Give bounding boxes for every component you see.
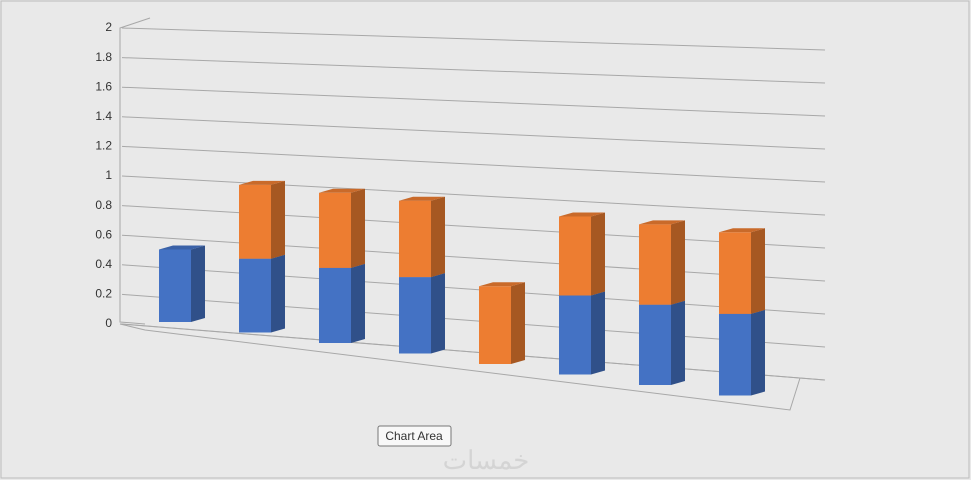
tooltip-text: Chart Area <box>385 429 443 443</box>
y-tick-label: 2 <box>105 20 112 34</box>
y-tick-label: 1.4 <box>95 109 112 123</box>
bar <box>479 282 525 364</box>
bar <box>319 188 365 268</box>
bar <box>639 300 685 385</box>
bar-front <box>719 313 751 396</box>
bar <box>399 196 445 278</box>
bar-top <box>159 245 205 250</box>
bar-top <box>399 196 445 201</box>
bar <box>319 263 365 343</box>
bar <box>559 291 605 375</box>
bar-front <box>639 304 671 385</box>
bar-side <box>351 263 365 343</box>
bar-side <box>591 291 605 375</box>
bar <box>159 245 205 322</box>
grid-line <box>121 86 826 117</box>
bar <box>399 273 445 354</box>
bar <box>719 228 765 314</box>
bar-front <box>159 249 191 322</box>
bar-top <box>319 188 365 193</box>
bar-front <box>319 192 351 268</box>
bar-front <box>559 216 591 296</box>
bar-front <box>479 286 511 364</box>
bar-front <box>239 258 271 333</box>
bar-side <box>751 309 765 396</box>
y-tick-label: 0.8 <box>95 198 112 212</box>
y-tick-label: 1.8 <box>95 50 112 64</box>
bar <box>719 309 765 396</box>
grid-line <box>121 57 826 84</box>
y-tick-label: 0 <box>105 316 112 330</box>
y-tick-label: 0.4 <box>95 257 112 271</box>
bar-side <box>511 282 525 364</box>
bar-top <box>639 220 685 225</box>
bar-side <box>271 254 285 333</box>
bar-side <box>591 212 605 296</box>
bar-top <box>479 282 525 287</box>
y-tick-label: 1.2 <box>95 139 112 153</box>
y-tick-label: 0.6 <box>95 227 112 241</box>
bar-side <box>431 273 445 354</box>
bar-side <box>671 300 685 385</box>
y-tick-label: 1.6 <box>95 79 112 93</box>
bar <box>239 254 285 333</box>
side-wall <box>119 17 151 325</box>
bar-front <box>719 232 751 314</box>
bar-front <box>559 295 591 375</box>
watermark: خمسات <box>443 445 530 475</box>
bar-front <box>319 267 351 343</box>
tooltip-box <box>377 425 452 447</box>
bar-side <box>191 245 205 322</box>
bar <box>239 180 285 259</box>
bar-top <box>719 228 765 233</box>
bar-side <box>751 228 765 314</box>
tooltip: Chart Area <box>377 425 452 447</box>
bar <box>639 220 685 305</box>
grid-line <box>121 145 826 183</box>
bar-front <box>239 184 271 259</box>
bar-side <box>431 196 445 278</box>
grid-line <box>121 175 826 216</box>
grid-line <box>121 116 826 150</box>
bar-top <box>239 180 285 185</box>
bar-top <box>559 212 605 217</box>
y-tick-label: 1 <box>105 168 112 182</box>
bar-front <box>399 200 431 278</box>
bar <box>559 212 605 296</box>
bar-side <box>671 220 685 305</box>
y-tick-label: 0.2 <box>95 287 112 301</box>
bar-front <box>399 277 431 354</box>
bar-side <box>351 188 365 268</box>
bar-side <box>271 180 285 259</box>
bar-front <box>639 224 671 305</box>
grid-line <box>121 323 826 381</box>
grid-line <box>121 27 826 51</box>
